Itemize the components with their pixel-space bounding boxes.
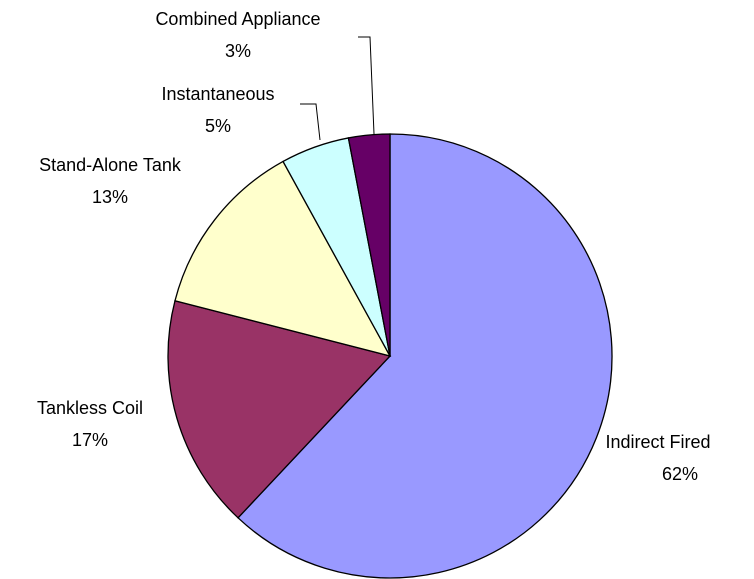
- pie-slice: [237, 133, 613, 579]
- slice-label: Stand-Alone Tank: [39, 155, 182, 175]
- slice-label: Indirect Fired: [605, 432, 710, 452]
- leader-line: [300, 103, 321, 141]
- pie-slice: [174, 160, 392, 358]
- slice-value-label: 62%: [662, 464, 698, 484]
- slice-value-label: 17%: [72, 430, 108, 450]
- slice-value-label: 13%: [92, 187, 128, 207]
- slice-label: Combined Appliance: [155, 9, 320, 29]
- leader-line: [358, 36, 375, 135]
- slice-value-label: 5%: [205, 116, 231, 136]
- slice-label: Tankless Coil: [37, 398, 143, 418]
- slice-value-label: 3%: [225, 41, 251, 61]
- slice-label: Instantaneous: [161, 84, 274, 104]
- pie-slice: [167, 299, 392, 519]
- pie-slice: [347, 133, 391, 357]
